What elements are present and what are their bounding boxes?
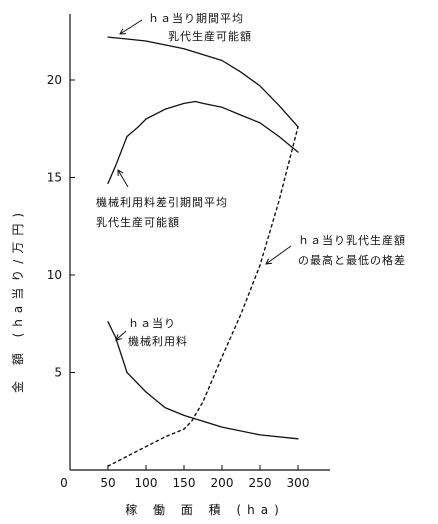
annotation-arrow — [265, 258, 273, 265]
annotation-arrow — [117, 169, 124, 177]
annotation-pointer — [265, 245, 292, 265]
annotation-pointer — [119, 19, 143, 35]
annotation-label-line: 乳代生産可能額 — [96, 215, 180, 229]
y-tick-label: 5 — [54, 366, 62, 380]
x-tick-label: 50 — [100, 476, 115, 490]
annotation-label-line: 乳代生産可能額 — [168, 29, 252, 43]
series-line-after-machine-cost — [107, 100, 299, 185]
x-tick-label: 250 — [249, 476, 272, 490]
annotation-label-line: 機械利用料 — [128, 334, 188, 348]
annotation-arrow — [119, 28, 127, 35]
annotation-label-line: 機械利用料差引期間平均 — [96, 195, 228, 209]
x-tick-label: 200 — [211, 476, 234, 490]
annotation-arrow — [115, 334, 122, 341]
annotation-label-line: ｈａ当り期間平均 — [148, 11, 244, 25]
series-layer — [107, 36, 299, 467]
x-tick-label: 150 — [173, 476, 196, 490]
annotation-layer: ｈａ当り期間平均乳代生産可能額機械利用料差引期間平均乳代生産可能額ｈａ当り乳代生… — [96, 11, 406, 348]
annotation-label-line: ｈａ当り — [128, 316, 176, 330]
series-line-machine-cost — [107, 321, 299, 440]
x-tick-label: 300 — [287, 476, 310, 490]
ticks: 0 50 100 150 200 250 300 5 10 15 20 — [47, 73, 310, 490]
axes — [69, 14, 330, 471]
annotation-pointer — [117, 169, 129, 188]
annotation-label-line: の最高と最低の格差 — [298, 253, 406, 267]
annotation-label-line: ｈａ当り乳代生産額 — [298, 233, 406, 247]
series-line-max-min-gap — [107, 126, 299, 467]
y-tick-label: 10 — [47, 268, 62, 282]
annotation-pointer — [115, 330, 127, 341]
x-tick-label: 0 — [60, 476, 68, 490]
x-axis-title: 稼 働 面 積 (ha) — [125, 502, 285, 517]
y-tick-label: 15 — [47, 171, 62, 185]
y-tick-label: 20 — [47, 73, 62, 87]
y-axis-title: 金 額 (ha当り/万円) — [10, 207, 25, 393]
series-line-period-avg — [107, 36, 299, 128]
x-tick-label: 100 — [135, 476, 158, 490]
